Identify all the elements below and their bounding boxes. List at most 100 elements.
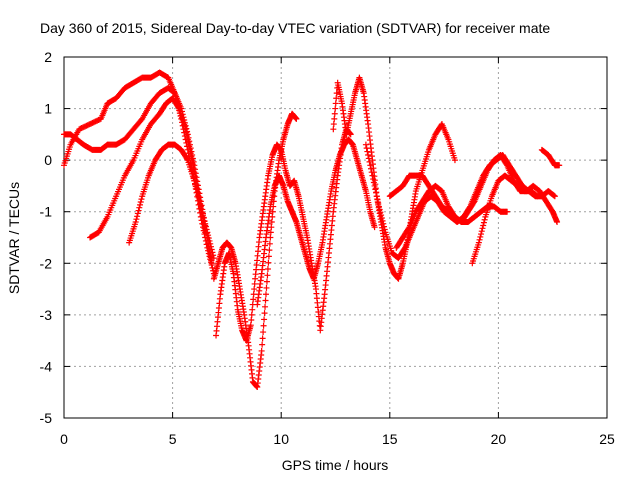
- data-point-marker: [369, 172, 376, 179]
- data-point-marker: [333, 90, 340, 97]
- data-point-marker: [200, 215, 207, 222]
- data-point-marker: [201, 217, 208, 224]
- data-point-marker: [375, 200, 382, 207]
- x-tick-label: 0: [60, 431, 68, 447]
- series-arc-12: [469, 172, 541, 267]
- data-point-marker: [504, 208, 511, 215]
- data-point-marker: [262, 303, 269, 310]
- data-point-marker: [476, 236, 483, 243]
- data-point-marker: [195, 194, 202, 201]
- data-point-marker: [208, 246, 215, 253]
- data-point-marker: [192, 180, 199, 187]
- data-point-marker: [258, 347, 265, 354]
- data-point-marker: [132, 219, 139, 226]
- data-point-marker: [379, 217, 386, 224]
- data-point-marker: [206, 237, 213, 244]
- series-arc-3: [87, 95, 209, 241]
- data-point-marker: [479, 225, 486, 232]
- data-point-marker: [203, 226, 210, 233]
- series-arc-6: [213, 126, 354, 344]
- data-point-marker: [332, 105, 339, 112]
- data-point-marker: [194, 192, 201, 199]
- y-tick-label: -1: [40, 204, 53, 220]
- data-point-marker: [263, 278, 270, 285]
- data-point-marker: [251, 286, 258, 293]
- plot-frame: [63, 56, 608, 419]
- data-point-marker: [136, 204, 143, 211]
- data-point-marker: [554, 219, 561, 226]
- data-point-marker: [183, 129, 190, 136]
- data-point-marker: [367, 162, 374, 169]
- data-point-marker: [199, 209, 206, 216]
- data-point-marker: [184, 136, 191, 143]
- data-point-marker: [375, 203, 382, 210]
- data-point-marker: [248, 311, 255, 318]
- y-tick-label: -5: [40, 410, 53, 426]
- data-point-marker: [210, 255, 217, 262]
- chart-title: Day 360 of 2015, Sidereal Day-to-day VTE…: [40, 20, 550, 36]
- y-tick-label: 0: [44, 152, 52, 168]
- data-point-marker: [260, 322, 267, 329]
- data-points: [61, 69, 563, 391]
- data-point-marker: [263, 284, 270, 291]
- y-tick-labels: -5 -4 -3 -2 -1 0 1 2: [40, 49, 53, 426]
- data-point-marker: [190, 165, 197, 172]
- data-point-marker: [332, 100, 339, 107]
- data-point-marker: [205, 232, 212, 239]
- data-point-marker: [202, 220, 209, 227]
- x-tick-label: 5: [169, 431, 177, 447]
- series-arc-9: [362, 141, 558, 262]
- data-point-marker: [249, 306, 256, 313]
- data-point-marker: [209, 249, 216, 256]
- data-point-marker: [191, 177, 198, 184]
- data-point-marker: [330, 126, 337, 133]
- data-point-marker: [362, 141, 369, 148]
- data-point-marker: [371, 224, 378, 231]
- data-point-marker: [134, 210, 141, 217]
- data-point-marker: [137, 198, 144, 205]
- data-point-marker: [204, 229, 211, 236]
- data-point-marker: [364, 148, 371, 155]
- data-point-marker: [265, 253, 272, 260]
- data-point-marker: [363, 145, 370, 152]
- data-point-marker: [182, 126, 189, 133]
- data-point-marker: [248, 317, 255, 324]
- data-point-marker: [175, 104, 182, 111]
- data-point-marker: [135, 207, 142, 214]
- data-point-marker: [262, 291, 269, 298]
- data-point-marker: [372, 186, 379, 193]
- data-point-marker: [202, 223, 209, 230]
- y-tick-label: 1: [44, 101, 52, 117]
- data-point-marker: [251, 280, 258, 287]
- data-point-marker: [368, 169, 375, 176]
- data-point-marker: [137, 201, 144, 208]
- data-point-marker: [266, 240, 273, 247]
- data-point-marker: [196, 197, 203, 204]
- data-point-marker: [268, 219, 275, 226]
- axis-ticks: [63, 56, 608, 419]
- data-point-marker: [331, 115, 338, 122]
- data-point-marker: [451, 157, 458, 164]
- data-point-marker: [377, 209, 384, 216]
- data-point-marker: [381, 223, 388, 230]
- x-tick-label: 10: [273, 431, 289, 447]
- data-point-marker: [373, 193, 380, 200]
- data-point-marker: [551, 193, 558, 200]
- x-tick-label: 15: [382, 431, 398, 447]
- data-point-marker: [197, 200, 204, 207]
- data-point-marker: [210, 252, 217, 259]
- data-point-marker: [198, 206, 205, 213]
- data-point-marker: [480, 219, 487, 226]
- data-point-marker: [261, 310, 268, 317]
- x-tick-labels: 0 5 10 15 20 25: [60, 431, 615, 447]
- data-point-marker: [265, 259, 272, 266]
- data-point-marker: [207, 240, 214, 247]
- data-point-marker: [188, 153, 195, 160]
- data-point-marker: [373, 189, 380, 196]
- data-point-marker: [250, 291, 257, 298]
- data-point-marker: [138, 196, 145, 203]
- data-point-marker: [259, 335, 266, 342]
- data-point-marker: [477, 233, 484, 240]
- data-point-marker: [365, 155, 372, 162]
